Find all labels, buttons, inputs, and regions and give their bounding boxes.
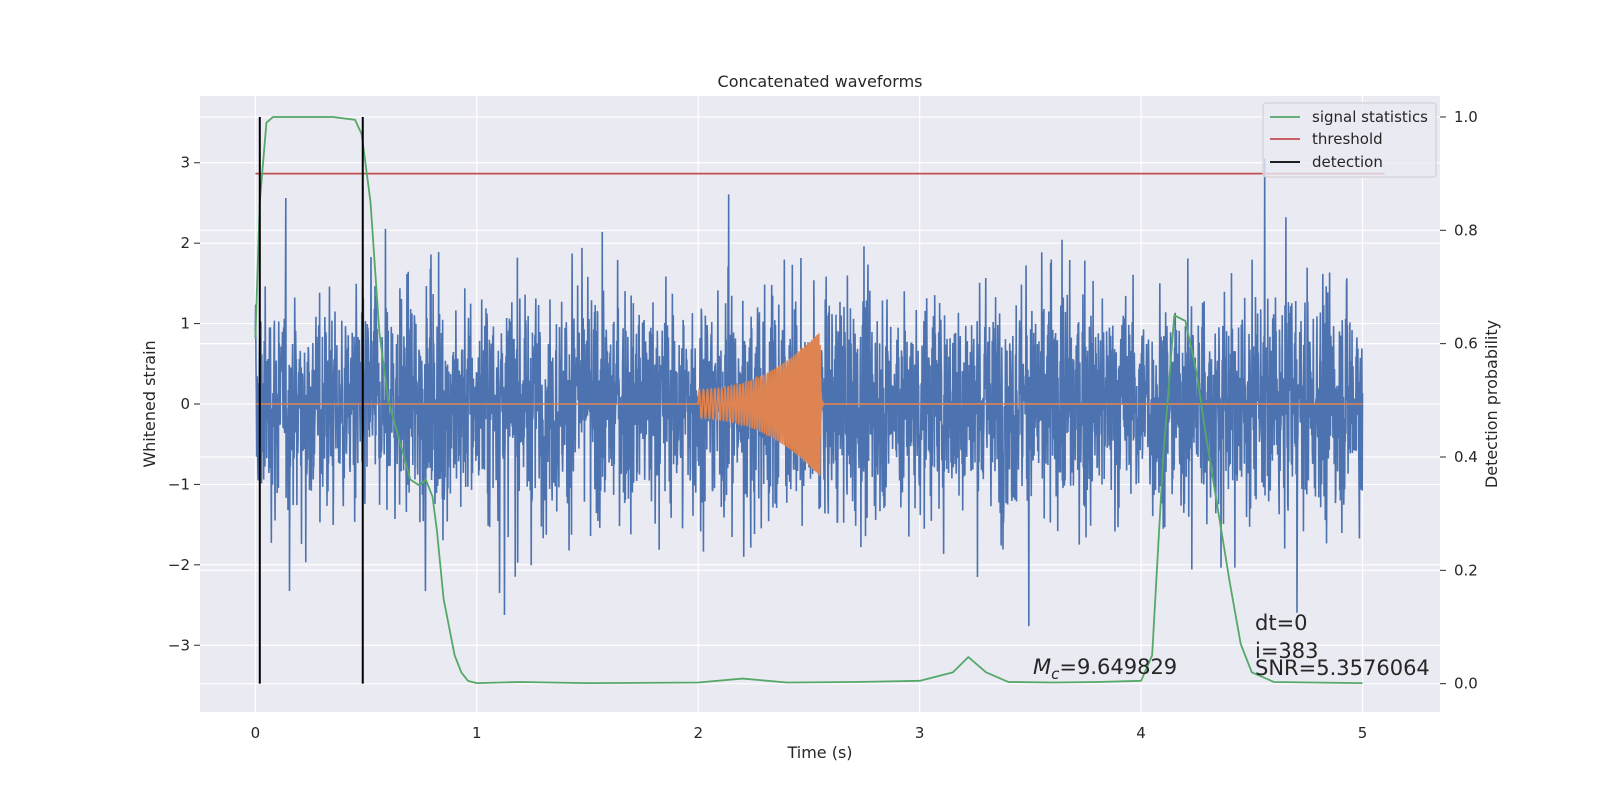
annotation-mc-value: =9.649829: [1059, 655, 1177, 679]
series-signal-statistics: [254, 116, 1363, 684]
x-tick-label: 5: [1358, 724, 1368, 742]
legend-label-detection: detection: [1312, 153, 1383, 171]
y-tick-label: 0: [180, 395, 190, 413]
y-right-tick-label: 0.8: [1454, 221, 1478, 239]
y-right-tick-label: 0.4: [1454, 448, 1478, 466]
annotation-snr: SNR=5.3576064: [1255, 656, 1430, 680]
y-tick-label: −3: [168, 636, 190, 654]
annotation-dt: dt=0: [1255, 611, 1308, 635]
annotation-chirp-mass: Mc=9.649829: [1033, 655, 1177, 683]
svg-text:Mc=9.649829: Mc=9.649829: [1033, 655, 1177, 683]
x-tick-label: 3: [915, 724, 925, 742]
y-right-tick-label: 0.2: [1454, 561, 1478, 579]
x-tick-label: 4: [1136, 724, 1146, 742]
y-axis-ticks: −3 −2 −1 0 1 2 3: [168, 154, 200, 654]
series-waveform-template: [255, 333, 1363, 476]
y-right-tick-label: 0.0: [1454, 675, 1478, 693]
legend-label-threshold: threshold: [1312, 130, 1383, 148]
y-axis-label: Whitened strain: [140, 340, 159, 467]
series-strain-noise: [254, 158, 1364, 627]
y-tick-label: 2: [180, 234, 190, 252]
chart-title: Concatenated waveforms: [718, 72, 923, 91]
legend-box: [1262, 102, 1437, 178]
annotation-mc-symbol: M: [1033, 655, 1051, 679]
y-tick-label: 3: [180, 154, 190, 172]
legend: signal statistics threshold detection: [1262, 102, 1437, 178]
x-tick-label: 2: [693, 724, 703, 742]
x-axis-ticks: 0 1 2 3 4 5: [251, 724, 1368, 742]
x-tick-label: 0: [251, 724, 261, 742]
y-right-tick-label: 1.0: [1454, 108, 1478, 126]
y-tick-label: 1: [180, 315, 190, 333]
y-tick-label: −1: [168, 475, 190, 493]
x-tick-label: 1: [472, 724, 482, 742]
y-right-axis-ticks: 0.0 0.2 0.4 0.6 0.8 1.0: [1440, 108, 1478, 693]
legend-label-signal-statistics: signal statistics: [1312, 108, 1428, 126]
x-axis-label: Time (s): [786, 743, 852, 762]
y-right-axis-label: Detection probability: [1482, 320, 1501, 488]
y-tick-label: −2: [168, 556, 190, 574]
annotation-i: i=383: [1255, 639, 1319, 663]
series-layer: [254, 116, 1385, 684]
y-right-tick-label: 0.6: [1454, 335, 1478, 353]
annotation-mc-subscript: c: [1051, 665, 1060, 683]
grid-left: [200, 96, 1440, 712]
